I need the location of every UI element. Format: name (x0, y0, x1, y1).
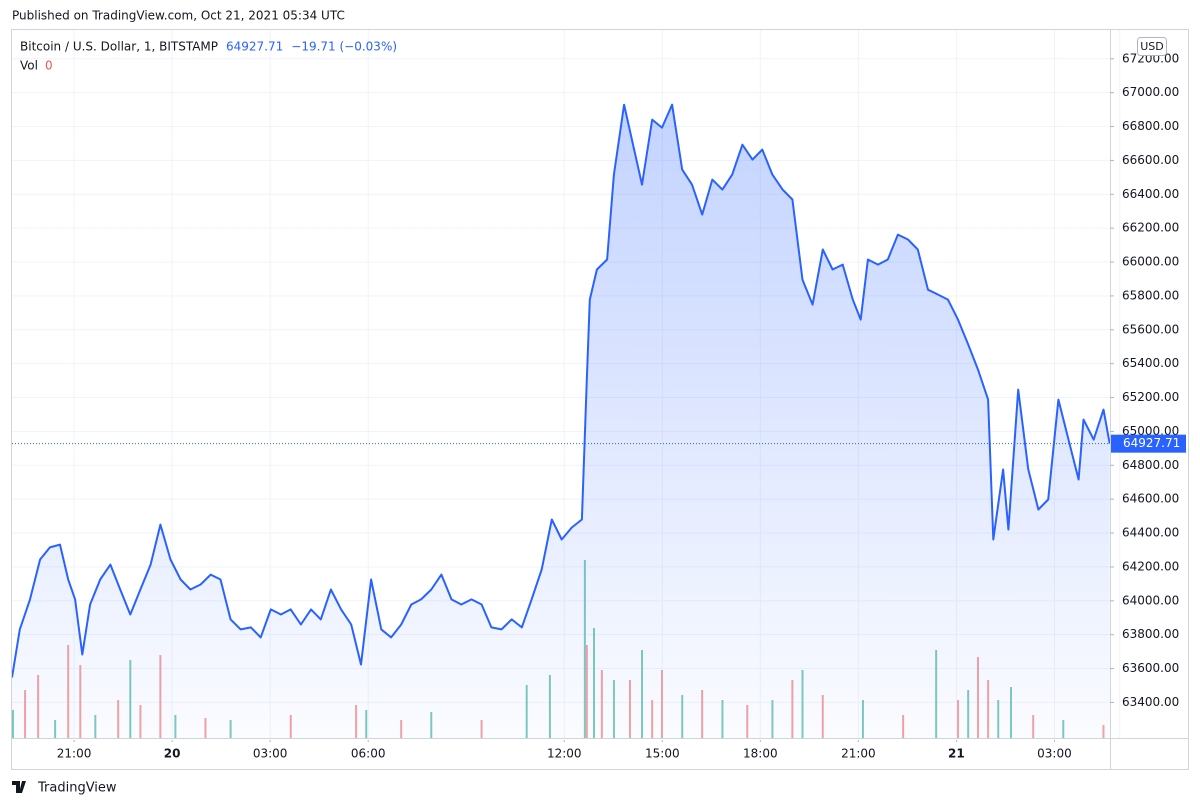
x-tick-label: 03:00 (1037, 747, 1072, 761)
y-tick-label: 64400.00 (1122, 526, 1179, 540)
published-note: Published on TradingView.com, Oct 21, 20… (12, 9, 345, 23)
price-line (12, 103, 1110, 678)
y-tick-label: 65400.00 (1122, 356, 1179, 370)
chart-frame (11, 29, 1189, 770)
x-tick-label: 20 (164, 747, 181, 761)
y-tick-label: 63400.00 (1122, 695, 1179, 709)
volume-value: 0 (45, 59, 53, 73)
y-tick-label: 66800.00 (1122, 119, 1179, 133)
y-tick-label: 66400.00 (1122, 187, 1179, 201)
last-price-box (1111, 434, 1186, 453)
y-tick-label: 65600.00 (1122, 322, 1179, 336)
last-price-label: 64927.71 (1123, 436, 1180, 450)
x-tick-label: 05: (1110, 747, 1129, 761)
x-tick-label: 18:00 (743, 747, 778, 761)
currency-button[interactable] (1137, 37, 1167, 56)
x-tick-label: 06:00 (351, 747, 386, 761)
y-tick-label: 65000.00 (1122, 424, 1179, 438)
y-tick-label: 63600.00 (1122, 661, 1179, 675)
x-tick-label: 21 (948, 747, 965, 761)
y-tick-label: 65800.00 (1122, 288, 1179, 302)
y-tick-label: 64200.00 (1122, 559, 1179, 573)
y-tick-label: 66200.00 (1122, 221, 1179, 235)
x-tick-label: 03:00 (253, 747, 288, 761)
brand-logo (12, 781, 26, 793)
plot-layer (12, 103, 1110, 738)
symbol-title: Bitcoin / U.S. Dollar, 1, BITSTAMP (20, 40, 218, 54)
x-tick-label: 12:00 (547, 747, 582, 761)
y-tick-label: 66000.00 (1122, 255, 1179, 269)
currency-label[interactable]: USD (1140, 40, 1164, 53)
area-fill (12, 104, 1110, 738)
header-change: −19.71 (−0.03%) (291, 40, 397, 54)
y-tick-label: 67000.00 (1122, 85, 1179, 99)
x-tick-label: 21:00 (57, 747, 92, 761)
axes: 63400.00 63600.00 63800.00 64000.00 64200.00… (57, 51, 1186, 761)
x-tick-label: 15:00 (645, 747, 680, 761)
x-tick-label: 21:00 (841, 747, 876, 761)
y-tick-label: 64800.00 (1122, 458, 1179, 472)
y-tick-label: 63800.00 (1122, 627, 1179, 641)
time-axis: 21:00 20 03:00 06:00 12:00 15:00 18:00 21:00 21 0… (57, 740, 1129, 761)
y-tick-label: 65200.00 (1122, 390, 1179, 404)
brand-name: TradingView (37, 781, 117, 796)
y-tick-label: 64600.00 (1122, 492, 1179, 506)
y-tick-label: 66600.00 (1122, 153, 1179, 167)
volume-label: Vol (20, 59, 38, 73)
y-tick-label: 64000.00 (1122, 593, 1179, 607)
header-price: 64927.71 (226, 40, 283, 54)
